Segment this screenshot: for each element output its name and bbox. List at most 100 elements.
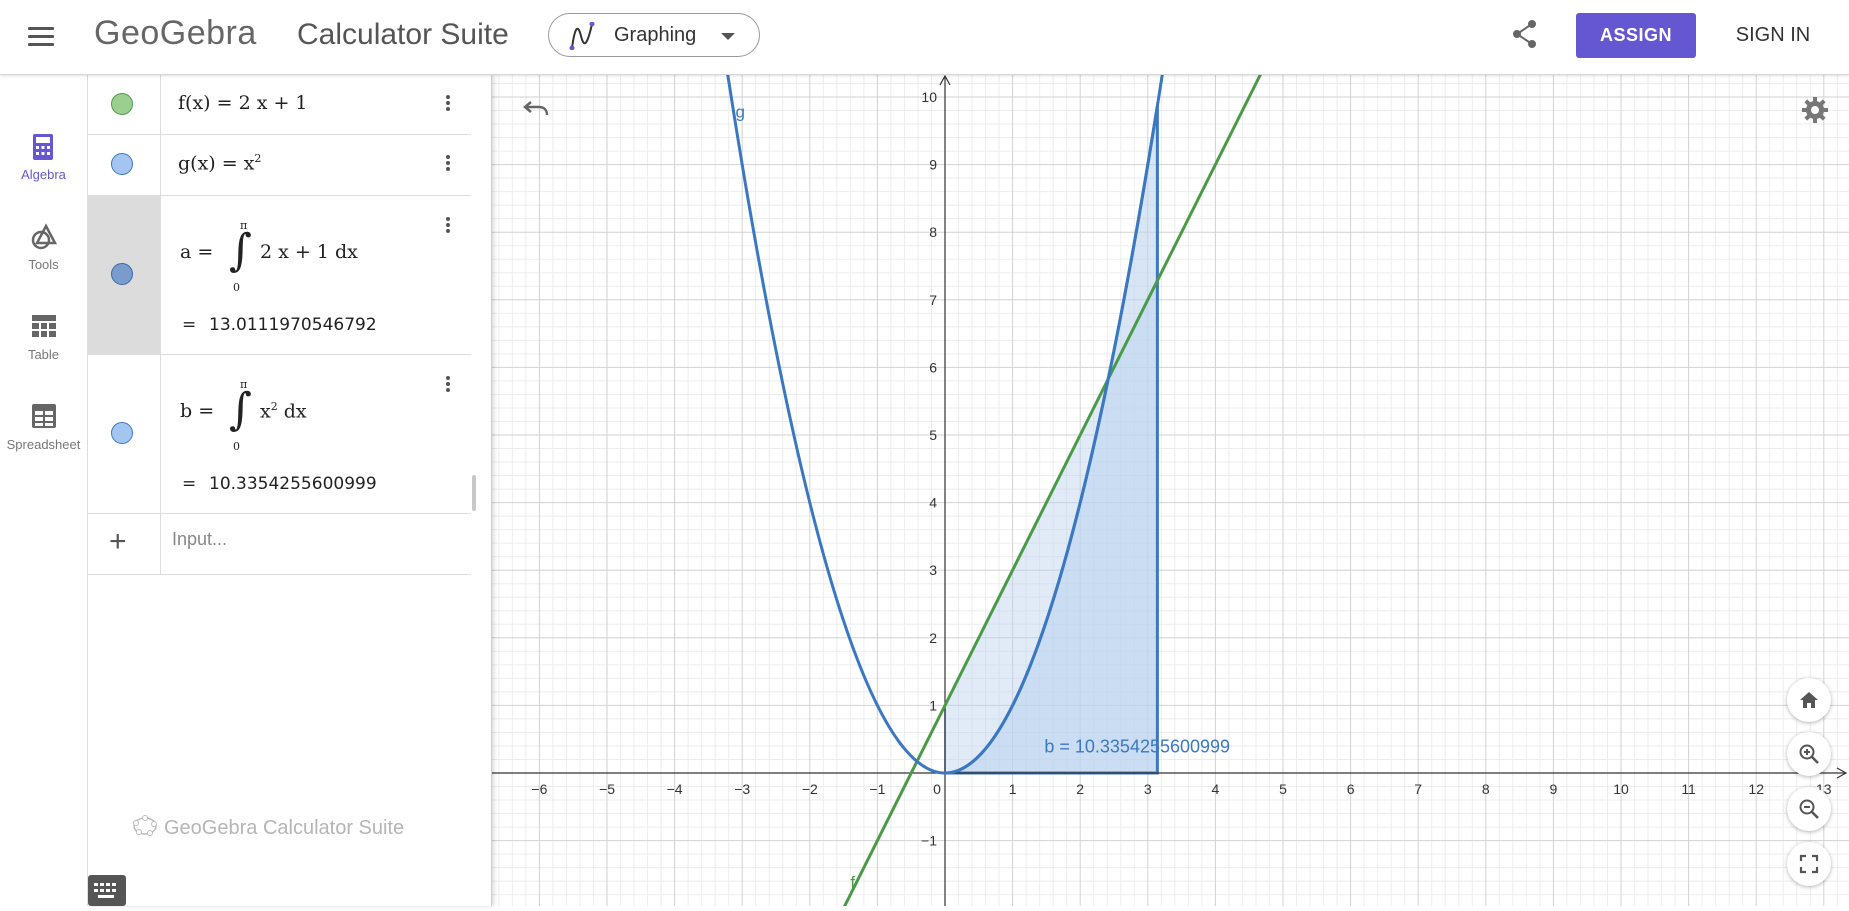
result-equals: =	[182, 315, 197, 335]
zoom-out-button[interactable]	[1787, 787, 1831, 831]
y-tick-label: −1	[921, 833, 937, 849]
more-vert-icon[interactable]	[436, 153, 460, 177]
visibility-toggle-a[interactable]	[111, 263, 133, 285]
algebra-view: f(x) = 2 x + 1 g(x) = x2 a = π ∫ 0 2 x +…	[88, 75, 492, 906]
scrollbar[interactable]	[472, 475, 476, 511]
definition-f[interactable]: f(x) = 2 x + 1	[178, 92, 308, 114]
row-gutter	[88, 134, 161, 195]
home-button[interactable]	[1787, 678, 1831, 722]
algebra-input-row[interactable]: + Input...	[88, 513, 471, 575]
integrand-b[interactable]: x2 dx	[260, 400, 307, 422]
share-icon[interactable]	[1512, 19, 1538, 49]
graphing-icon	[569, 22, 595, 50]
add-icon[interactable]: +	[109, 525, 127, 558]
integral-symbol: ∫	[229, 225, 252, 276]
zoom-in-icon	[1799, 744, 1819, 764]
axes	[491, 75, 1848, 906]
rail-item-table[interactable]: Table	[0, 303, 87, 383]
fullscreen-icon	[1799, 854, 1819, 874]
x-tick-label: −1	[869, 781, 885, 797]
graph-canvas[interactable]: −6 −5 −4 −3 −2 −1 0 1 2 3 4 5 6 7 8 9 10 11 12 13 −11234567…	[491, 75, 1849, 906]
result-b: 10.3354255600999	[209, 474, 377, 494]
curve-g[interactable]	[715, 75, 1173, 775]
exponent: 2	[270, 400, 278, 413]
more-vert-icon[interactable]	[436, 93, 460, 117]
left-rail: Algebra Tools Table Spreadsheet	[0, 75, 88, 906]
x-tick-label: 1	[1009, 781, 1017, 797]
y-tick-label: 6	[929, 359, 937, 375]
y-tick-label: 9	[929, 157, 937, 173]
x-tick-label: 10	[1613, 781, 1629, 797]
algebra-input[interactable]: Input...	[172, 529, 228, 549]
table-icon	[32, 315, 56, 337]
result-a: 13.0111970546792	[209, 315, 377, 335]
home-icon	[1800, 692, 1818, 708]
result-equals: =	[182, 474, 197, 494]
gear-icon[interactable]	[1800, 95, 1830, 125]
rail-item-label: Algebra	[21, 167, 66, 182]
upper-limit: π	[240, 219, 248, 232]
fullscreen-button[interactable]	[1787, 842, 1831, 886]
x-tick-label: 6	[1347, 781, 1355, 797]
rail-item-label: Tools	[28, 257, 59, 272]
menu-icon[interactable]	[24, 22, 58, 52]
app-picker-dropdown[interactable]: Graphing	[548, 13, 760, 57]
y-tick-label: 4	[929, 495, 937, 511]
row-gutter	[88, 354, 161, 513]
more-vert-icon[interactable]	[436, 374, 460, 398]
x-tick-label: −3	[734, 781, 750, 797]
definition-b-lhs[interactable]: b =	[180, 400, 215, 422]
calculator-icon	[33, 134, 53, 160]
geogebra-logo: GeoGebra	[94, 14, 257, 52]
rail-item-spreadsheet[interactable]: Spreadsheet	[0, 393, 87, 473]
y-tick-label: 1	[929, 697, 937, 713]
y-tick-label: 3	[929, 562, 937, 578]
x-tick-label: 8	[1482, 781, 1490, 797]
visibility-toggle-b[interactable]	[111, 422, 133, 444]
x-tick-label: 12	[1748, 781, 1764, 797]
visibility-toggle-g[interactable]	[111, 153, 133, 175]
app-picker-label: Graphing	[614, 24, 697, 46]
upper-limit: π	[240, 378, 248, 391]
grid-minor	[491, 75, 1849, 906]
definition-g-text: g(x) = x	[178, 152, 255, 175]
definition-a-lhs[interactable]: a =	[180, 241, 214, 263]
label-g: g	[735, 102, 744, 121]
curve-f[interactable]	[830, 75, 1283, 906]
visibility-toggle-f[interactable]	[111, 93, 133, 115]
label-f: f	[850, 873, 855, 892]
x-tick-label: 9	[1550, 781, 1558, 797]
lower-limit: 0	[233, 281, 240, 294]
x-tick-label: 5	[1279, 781, 1287, 797]
algebra-row-a[interactable]: a = π ∫ 0 2 x + 1 dx = 13.0111970546792	[88, 195, 471, 355]
y-tick-label: 8	[929, 224, 937, 240]
assign-button[interactable]: ASSIGN	[1576, 13, 1696, 58]
x-tick-label: 0	[933, 781, 941, 797]
y-tick-label: 5	[929, 427, 937, 443]
label-b: b = 10.3354255600999	[1044, 737, 1230, 757]
x-tick-label: −2	[802, 781, 818, 797]
x-tick-label: 4	[1212, 781, 1220, 797]
algebra-row-f[interactable]: f(x) = 2 x + 1	[88, 75, 471, 135]
rail-item-label: Table	[27, 347, 60, 362]
more-vert-icon[interactable]	[436, 215, 460, 239]
algebra-row-b[interactable]: b = π ∫ 0 x2 dx = 10.3354255600999	[88, 354, 471, 514]
definition-g[interactable]: g(x) = x2	[178, 152, 261, 174]
integrand-a[interactable]: 2 x + 1 dx	[260, 241, 358, 263]
undo-icon[interactable]	[522, 97, 552, 121]
rail-item-label: Spreadsheet	[6, 437, 81, 452]
graphics-view[interactable]: −6 −5 −4 −3 −2 −1 0 1 2 3 4 5 6 7 8 9 10 11 12 13 −1 1 2 3 4 5 6 7…	[491, 75, 1849, 906]
lower-limit: 0	[233, 440, 240, 453]
spreadsheet-icon	[32, 404, 56, 428]
x-tick-label: 3	[1144, 781, 1152, 797]
sign-in-button[interactable]: SIGN IN	[1735, 24, 1811, 46]
geogebra-logo-icon	[133, 815, 157, 836]
zoom-in-button[interactable]	[1787, 732, 1831, 776]
x-tick-label: 2	[1076, 781, 1084, 797]
rail-item-tools[interactable]: Tools	[0, 213, 87, 293]
algebra-row-g[interactable]: g(x) = x2	[88, 134, 471, 196]
rail-item-algebra[interactable]: Algebra	[0, 123, 87, 203]
x-tick-label: −4	[667, 781, 683, 797]
x-tick-label: 7	[1414, 781, 1422, 797]
keyboard-icon[interactable]	[88, 875, 126, 906]
